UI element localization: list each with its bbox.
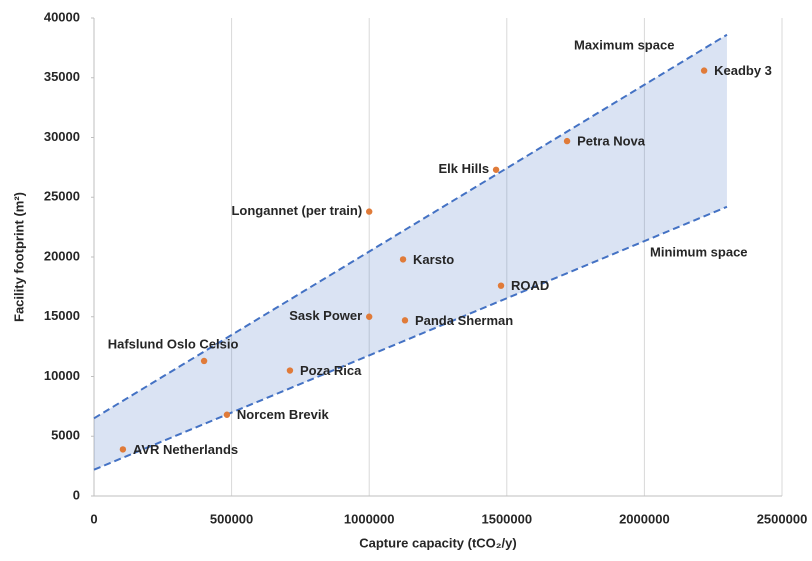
data-point — [492, 166, 500, 173]
point-label: Keadby 3 — [714, 63, 772, 78]
data-point — [223, 411, 231, 418]
data-point — [497, 282, 505, 289]
point-label: Poza Rica — [300, 363, 362, 378]
y-axis-title: Facility footprint (m²) — [11, 192, 26, 322]
y-tick-label: 30000 — [44, 129, 80, 144]
point-label: ROAD — [511, 278, 549, 293]
band-label: Minimum space — [650, 244, 748, 259]
point-label: Elk Hills — [438, 161, 489, 176]
y-tick-label: 35000 — [44, 69, 80, 84]
point-label: Karsto — [413, 252, 454, 267]
x-tick-label: 1000000 — [344, 511, 395, 526]
data-point — [366, 313, 373, 320]
x-tick-label: 0 — [90, 511, 97, 526]
y-tick-label: 15000 — [44, 308, 80, 323]
y-tick-label: 25000 — [44, 189, 80, 204]
x-tick-label: 1500000 — [481, 511, 532, 526]
y-tick-label: 10000 — [44, 368, 80, 383]
y-tick-label: 0 — [73, 487, 80, 502]
data-point — [200, 357, 208, 365]
data-point — [119, 446, 127, 453]
point-label: Hafslund Oslo Celsio — [108, 336, 239, 351]
data-point — [399, 256, 407, 263]
band-area — [94, 34, 727, 470]
data-point — [366, 208, 373, 215]
band-line — [93, 205, 728, 471]
y-tick-label: 20000 — [44, 248, 80, 263]
x-tick-label: 2000000 — [619, 511, 670, 526]
point-label: Panda Sherman — [415, 313, 513, 328]
point-label: Sask Power — [289, 308, 362, 323]
point-label: Norcem Brevik — [237, 407, 330, 422]
data-point — [286, 367, 294, 374]
x-tick-label: 500000 — [210, 511, 253, 526]
band-label: Maximum space — [574, 37, 674, 52]
point-label: Longannet (per train) — [231, 203, 362, 218]
band-line — [93, 33, 728, 420]
point-label: AVR Netherlands — [133, 442, 238, 457]
y-tick-label: 5000 — [51, 428, 80, 443]
data-point — [563, 137, 571, 145]
point-label: Petra Nova — [577, 134, 646, 149]
y-tick-label: 40000 — [44, 9, 80, 24]
data-point — [700, 67, 708, 74]
x-tick-label: 2500000 — [757, 511, 808, 526]
x-axis-title: Capture capacity (tCO₂/y) — [359, 535, 516, 550]
data-point — [401, 317, 409, 324]
